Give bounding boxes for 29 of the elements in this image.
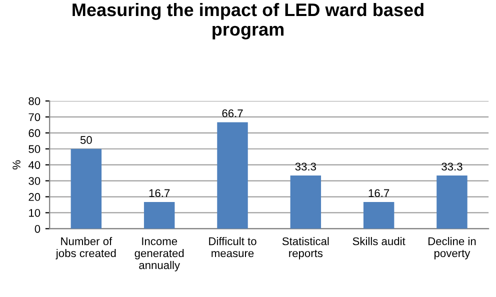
x-tick-label: Decline in poverty [428, 237, 476, 260]
bar [217, 122, 248, 229]
y-tick-label: 10 [29, 208, 40, 217]
bar [436, 176, 468, 229]
bar [363, 202, 394, 229]
data-label: 16.7 [149, 189, 170, 198]
y-tick-label: 0 [34, 224, 40, 233]
y-tick-label: 80 [28, 97, 40, 106]
data-label: 50 [80, 136, 92, 144]
bar [290, 176, 322, 229]
bar [70, 148, 102, 229]
y-tick-label: 70 [28, 113, 40, 122]
y-tick-label: 50 [28, 145, 40, 154]
x-tick-label: Number of jobs created [56, 237, 116, 260]
y-tick-label: 60 [28, 129, 40, 138]
x-tick-label: Income generated annually [134, 237, 184, 272]
y-tick-label: 30 [28, 177, 40, 185]
x-tick-label: Skills audit [352, 237, 406, 246]
data-label: 16.7 [368, 189, 390, 198]
data-label: 33.3 [442, 162, 462, 171]
bar [144, 202, 175, 229]
data-label: 33.3 [295, 162, 316, 171]
y-tick-label: 40 [28, 161, 40, 169]
chart-title: Measuring the impact of LED ward based program [72, 2, 424, 40]
data-label: 66.7 [222, 109, 243, 118]
x-tick-label: Statistical reports [282, 237, 329, 260]
y-tick-label: 20 [28, 193, 40, 201]
x-tick-label: Difficult to measure [209, 237, 256, 258]
y-axis-title: % [12, 160, 20, 170]
